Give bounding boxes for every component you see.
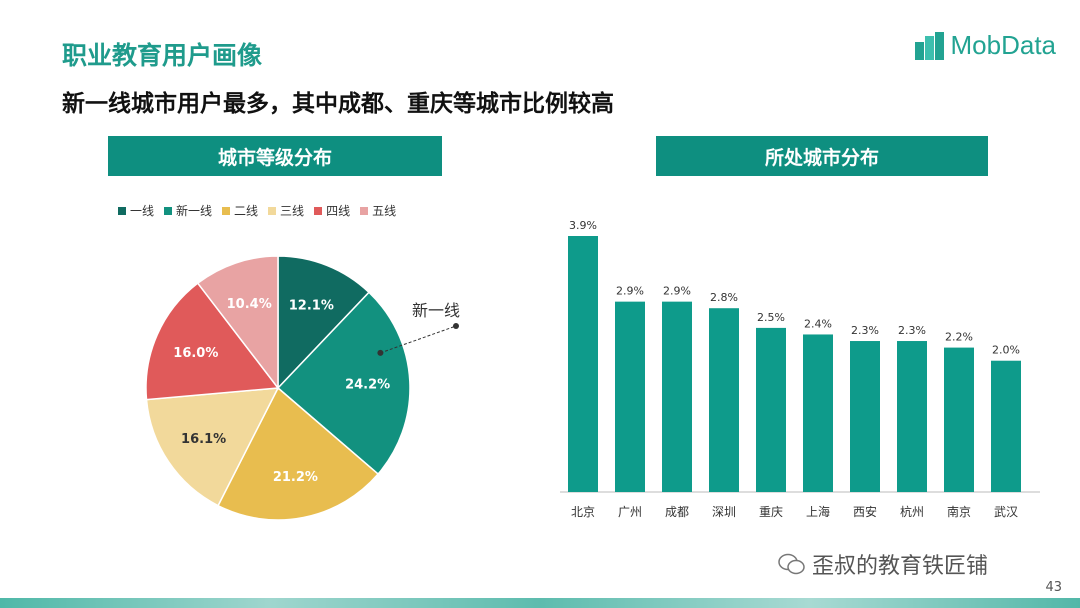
pie-chart-title-banner: 城市等级分布 (108, 136, 442, 176)
page-number: 43 (1045, 580, 1062, 595)
mobdata-logo-icon (914, 31, 944, 60)
pie-legend: 一线 新一线 二线 三线 四线 五线 (118, 202, 396, 219)
callout-dot (377, 349, 384, 356)
bar-category-label: 北京 (571, 505, 595, 519)
pie-data-label: 16.1% (181, 432, 226, 447)
pie-data-label: 24.2% (345, 377, 390, 392)
legend-item: 新一线 (164, 202, 212, 219)
pie-data-label: 16.0% (173, 346, 218, 361)
pie-data-label: 21.2% (273, 470, 318, 485)
bar-data-label: 2.0% (992, 344, 1020, 357)
logo-text: MobData (950, 30, 1057, 60)
bar-2 (662, 301, 692, 492)
bar-5 (803, 334, 833, 492)
bar-data-label: 2.9% (616, 285, 644, 298)
bar-category-label: 西安 (853, 504, 877, 519)
pie-chart: 12.1% 24.2% 21.2% 16.1% 16.0% 10.4% 新一线 (145, 255, 460, 521)
bar-3 (709, 308, 739, 492)
bar-category-label: 杭州 (900, 504, 924, 519)
page-subtitle: 新一线城市用户最多，其中成都、重庆等城市比例较高 (62, 91, 614, 117)
pie-data-label: 12.1% (289, 299, 334, 314)
bar-7 (897, 341, 927, 492)
bar-category-label: 武汉 (994, 505, 1018, 519)
pie-slice-0 (277, 255, 371, 390)
legend-label: 二线 (234, 204, 259, 218)
legend-swatch (314, 206, 323, 215)
callout-line (380, 325, 457, 354)
bar-4 (756, 327, 786, 492)
bar-category-label: 成都 (665, 505, 689, 519)
legend-item: 一线 (118, 202, 154, 219)
callout-end-dot (453, 323, 459, 329)
legend-item: 五线 (360, 202, 396, 219)
bar-data-label: 2.5% (757, 311, 785, 324)
bar-data-label: 2.8% (710, 291, 738, 304)
legend-label: 一线 (130, 204, 155, 218)
bar-data-label: 2.2% (945, 331, 973, 344)
callout-label: 新一线 (412, 301, 460, 320)
bar-chart: 3.9% 北京 2.9% 广州 2.9% 成都 2.8% 深圳 2.5% 重庆 2.4% 上海 2.3%… (560, 219, 1040, 519)
page-title: 职业教育用户画像 (62, 41, 263, 70)
pie-slice-1 (276, 291, 411, 476)
bar-data-label: 2.3% (851, 324, 879, 337)
legend-item: 二线 (222, 202, 258, 219)
legend-swatch (222, 206, 231, 215)
pie-slice-3 (145, 387, 280, 507)
legend-item: 三线 (268, 202, 304, 219)
bar-0 (568, 236, 598, 492)
footer-bar (0, 598, 1080, 608)
legend-swatch (268, 206, 277, 215)
legend-label: 三线 (280, 204, 305, 218)
bar-category-label: 上海 (806, 504, 830, 519)
pie-slice-5 (196, 255, 279, 391)
bar-data-label: 2.9% (663, 285, 691, 298)
bar-data-label: 2.3% (898, 324, 926, 337)
bar-9 (991, 360, 1021, 492)
wechat-icon (778, 553, 805, 575)
legend-swatch (118, 206, 126, 215)
bar-data-label: 2.4% (804, 317, 832, 330)
pie-slice-2 (217, 386, 380, 521)
legend-swatch (164, 206, 173, 215)
watermark-text: 歪叔的教育铁匠铺 (812, 554, 989, 579)
legend-label: 新一线 (176, 204, 213, 218)
legend-swatch (360, 206, 369, 215)
bar-category-label: 南京 (947, 504, 971, 519)
bar-chart-title-banner: 所处城市分布 (656, 136, 988, 176)
bar-1 (615, 301, 645, 492)
bar-category-label: 广州 (618, 505, 642, 519)
bar-data-label: 3.9% (569, 219, 597, 232)
legend-item: 四线 (314, 202, 350, 219)
bar-8 (944, 347, 974, 492)
pie-slice-4 (145, 282, 280, 401)
bar-category-label: 重庆 (759, 505, 783, 519)
pie-data-label: 10.4% (227, 297, 272, 312)
mobdata-logo: MobData (914, 30, 1057, 61)
legend-label: 五线 (372, 204, 397, 218)
watermark: 歪叔的教育铁匠铺 (778, 548, 988, 580)
bar-category-label: 深圳 (712, 505, 736, 519)
legend-label: 四线 (326, 204, 351, 218)
bar-6 (850, 341, 880, 492)
